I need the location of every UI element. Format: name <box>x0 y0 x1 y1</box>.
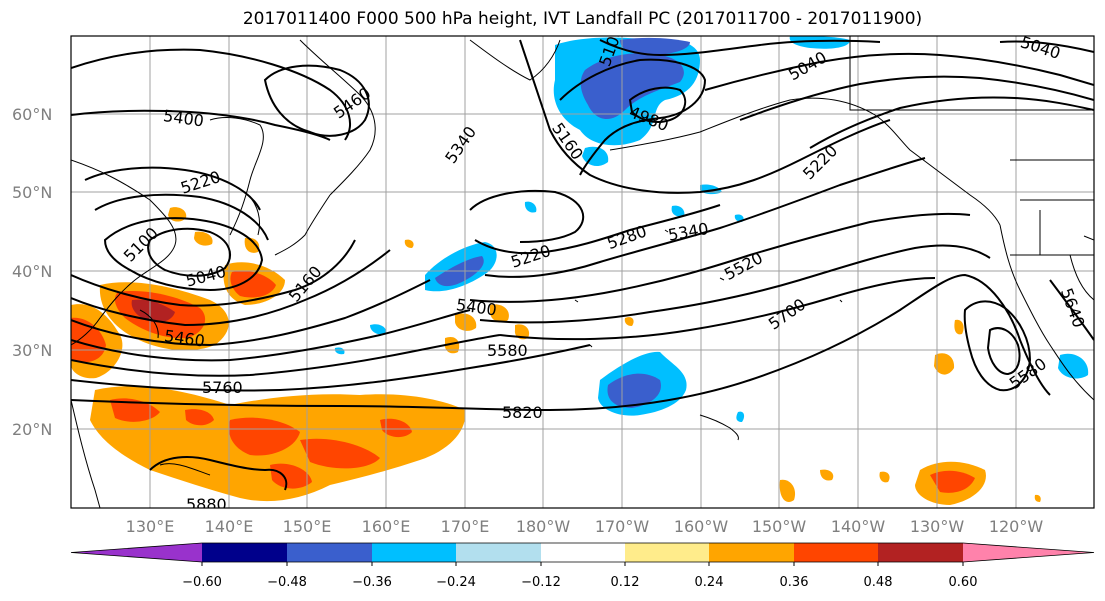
latitude-labels: 60°N 50°N 40°N 30°N 20°N <box>12 105 52 439</box>
colorbar-segment <box>794 543 878 562</box>
colorbar-tick-label: 0.48 <box>864 575 893 590</box>
lon-label: 160°W <box>674 517 729 536</box>
lat-label: 30°N <box>12 341 52 360</box>
colorbar-segment <box>625 543 709 562</box>
colorbar-segment <box>202 543 287 562</box>
longitude-labels: 130°E 140°E 150°E 160°E 170°E 180°W 170°… <box>126 517 1044 536</box>
colorbar-ticks: −0.60 −0.48 −0.36 −0.24 −0.12 0.12 0.24 … <box>182 575 977 590</box>
coastlines <box>71 36 1094 508</box>
lat-label: 40°N <box>12 262 52 281</box>
colorbar-tick-label: −0.48 <box>267 575 307 590</box>
lat-label: 60°N <box>12 105 52 124</box>
colorbar-segment <box>287 543 372 562</box>
lon-label: 170°W <box>595 517 650 536</box>
lon-label: 120°W <box>989 517 1044 536</box>
lon-label: 150°W <box>752 517 807 536</box>
colorbar-tick-label: 0.36 <box>780 575 809 590</box>
lon-label: 130°W <box>910 517 965 536</box>
colorbar-segment <box>709 543 794 562</box>
map-frame <box>70 35 1095 509</box>
height-contours <box>71 39 1094 491</box>
colorbar-tick-label: 0.24 <box>695 575 724 590</box>
lat-label: 20°N <box>12 420 52 439</box>
colorbar-segment <box>372 543 456 562</box>
lat-label: 50°N <box>12 183 52 202</box>
colorbar-tick-label: 0.12 <box>611 575 640 590</box>
colorbar-segment <box>878 543 963 562</box>
lon-label: 130°E <box>126 517 175 536</box>
colorbar-segment <box>456 543 541 562</box>
lon-label: 140°E <box>205 517 254 536</box>
lon-label: 160°E <box>362 517 411 536</box>
colorbar-tick-label: 0.60 <box>949 575 978 590</box>
colorbar-tick-label: −0.60 <box>182 575 222 590</box>
graticule <box>71 36 1094 508</box>
map-title: 2017011400 F000 500 hPa height, IVT Land… <box>242 9 923 29</box>
contour-label: 5580 <box>487 341 528 360</box>
contour-label: 5820 <box>502 403 543 422</box>
colorbar <box>70 542 1095 566</box>
colorbar-tick-label: −0.24 <box>436 575 476 590</box>
colorbar-tick-label: −0.36 <box>352 575 392 590</box>
colorbar-tick-label: −0.12 <box>521 575 561 590</box>
ivt-shading <box>71 36 1089 505</box>
lon-label: 180°W <box>516 517 571 536</box>
colorbar-extend-max <box>963 543 1094 562</box>
lon-label: 170°E <box>441 517 490 536</box>
lon-label: 150°E <box>283 517 332 536</box>
contour-label: 5760 <box>202 378 243 397</box>
contour-label: 5880 <box>186 495 227 514</box>
lon-label: 140°W <box>831 517 886 536</box>
colorbar-extend-min <box>71 543 202 562</box>
colorbar-segment <box>541 543 625 562</box>
